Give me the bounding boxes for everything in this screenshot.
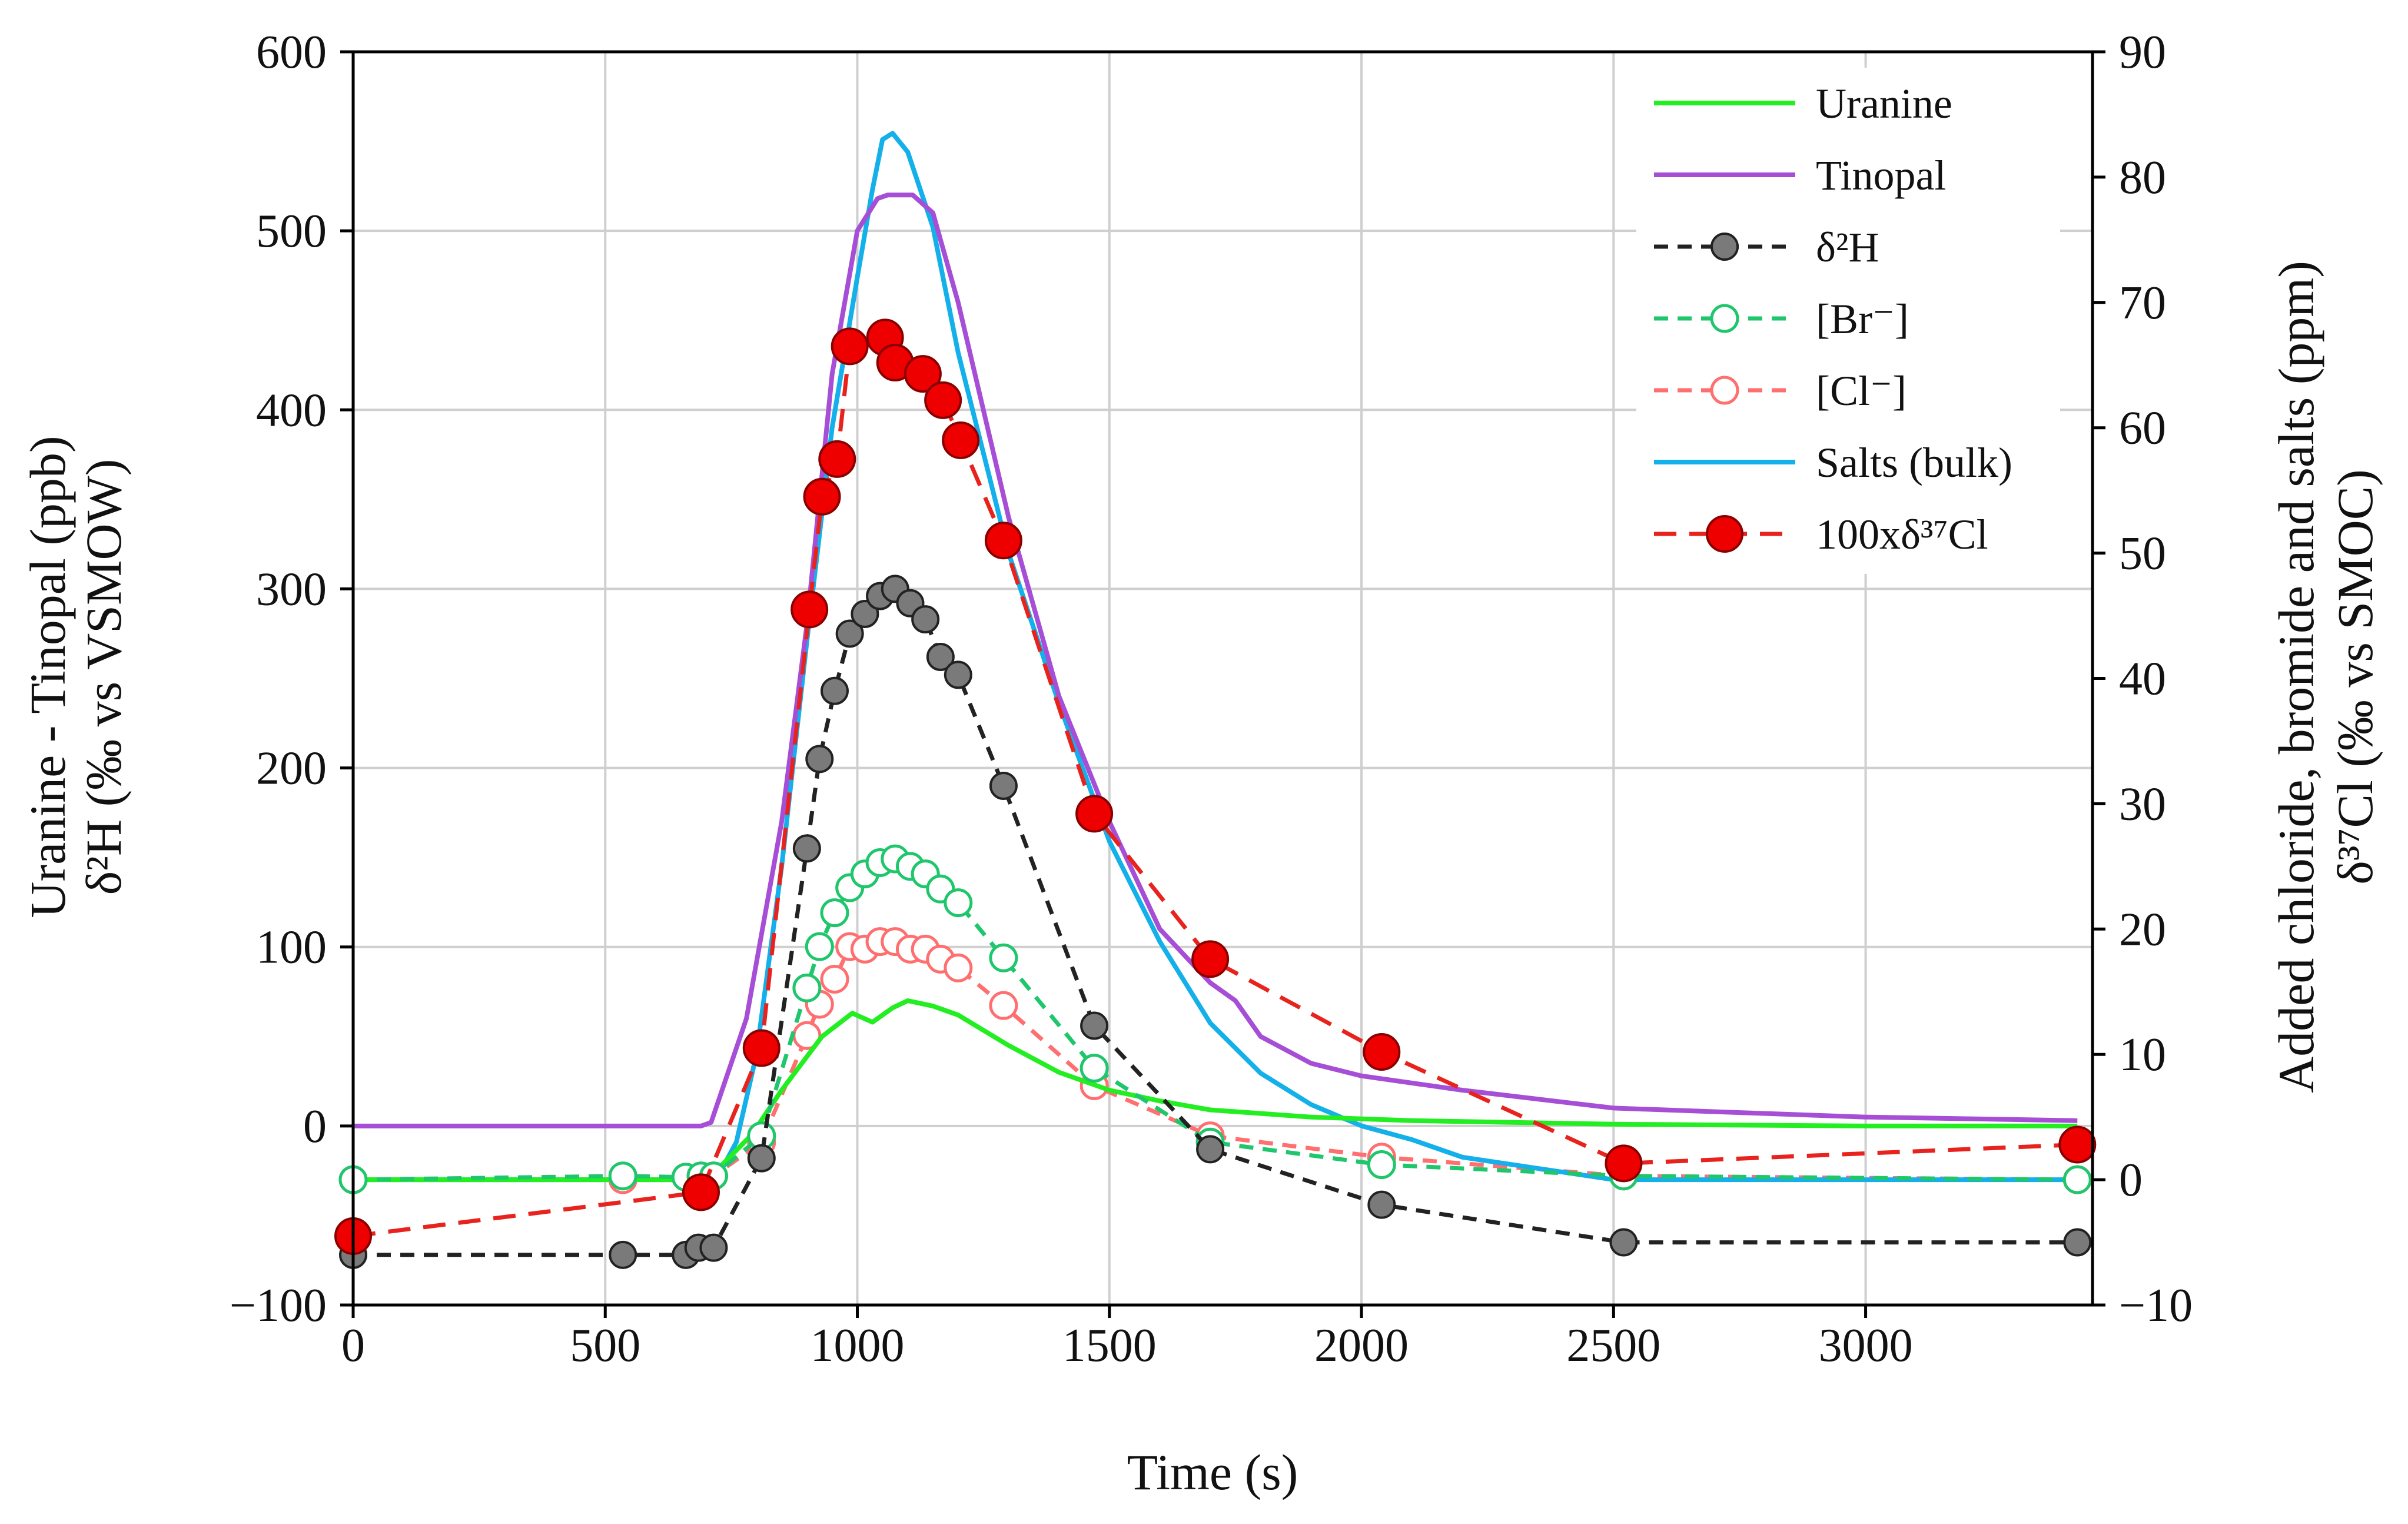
y-left-axis-title-2: δ²H (‰ vs VSMOW): [75, 459, 132, 895]
legend-marker-3: [1710, 304, 1739, 333]
y-left-tick-label: 300: [256, 563, 327, 615]
y-right-axis-title-2: δ³⁷Cl (‰ vs SMOC): [2327, 469, 2383, 885]
series-6-point: [742, 1029, 780, 1067]
series-layer: [334, 131, 2097, 1269]
series-6-point: [831, 327, 869, 366]
x-tick-label: 2500: [1566, 1320, 1660, 1372]
series-2-point: [989, 771, 1018, 800]
series-2-point: [699, 1233, 728, 1262]
series-6-point: [682, 1173, 720, 1211]
series-6-point: [1363, 1032, 1401, 1071]
y-right-tick-label: 30: [2119, 778, 2166, 830]
series-0-line: [353, 998, 2078, 1183]
series-2-point: [1609, 1228, 1638, 1257]
y-right-tick-label: 40: [2119, 653, 2166, 705]
y-right-tick-label: 60: [2119, 403, 2166, 454]
legend-marker-2: [1710, 233, 1739, 261]
y-left-tick-label: 600: [256, 26, 327, 78]
series-2-point: [792, 834, 821, 863]
y-left-tick-label: 200: [256, 743, 327, 795]
series-6-point: [791, 590, 829, 629]
series-2-point: [747, 1144, 776, 1173]
series-4-point: [944, 953, 973, 982]
x-axis-title: Time (s): [1127, 1444, 1298, 1500]
legend-marker-4: [1710, 376, 1739, 405]
series-6-point: [1605, 1144, 1643, 1183]
x-tick-label: 500: [570, 1320, 640, 1372]
legend-label-0: Uranine: [1816, 80, 1952, 127]
legend-label-4: [Cl⁻]: [1816, 367, 1907, 414]
series-6-point: [904, 355, 942, 393]
x-tick-label: 2000: [1314, 1320, 1409, 1372]
series-2-point: [2063, 1228, 2092, 1257]
y-left-axis-title-1: Uranine - Tinopal (ppb): [19, 436, 76, 918]
series-3-point: [1080, 1054, 1109, 1083]
legend: Uranine Tinopal δ²H [Br⁻] [Cl⁻] Salts (bulk) 1…: [1636, 68, 2060, 574]
x-tick-label: 1000: [811, 1320, 905, 1372]
series-2-point: [609, 1240, 637, 1269]
legend-label-5: Salts (bulk): [1816, 439, 2012, 486]
series-2-point: [944, 660, 972, 689]
y-right-tick-label: 70: [2119, 277, 2166, 329]
legend-label-6: 100xδ³⁷Cl: [1816, 511, 1988, 558]
legend-box: [1636, 68, 2060, 574]
series-3-point: [2062, 1165, 2092, 1194]
series-6-point: [1191, 940, 1230, 978]
y-right-axis-title-1: Added chloride, bromide and salts (ppm): [2268, 261, 2324, 1093]
x-axis-ticks: 0 500 1000 1500 2000 2500 3000: [341, 1305, 1913, 1372]
series-3-point: [944, 888, 973, 918]
series-5-line: [353, 131, 2078, 1183]
legend-marker-6: [1706, 515, 1743, 553]
series-2-point: [820, 676, 849, 705]
y-right-tick-label: −10: [2119, 1280, 2193, 1332]
series-6-point: [803, 477, 841, 516]
y-right-axis-ticks: −10 0 10 20 30 40 50 60 70 80 90: [2093, 26, 2193, 1332]
series-2-point: [1196, 1135, 1225, 1164]
series-6-point: [942, 421, 980, 459]
series-6-point: [818, 440, 856, 478]
series-6-point: [984, 522, 1022, 560]
x-tick-label: 1500: [1062, 1320, 1157, 1372]
series-2-point: [1080, 1011, 1109, 1040]
y-left-axis-ticks: −100 0 100 200 300 400 500 600: [230, 26, 353, 1332]
series-3-point: [989, 943, 1018, 972]
legend-label-1: Tinopal: [1816, 152, 1946, 199]
series-6-point: [924, 381, 962, 419]
y-right-tick-label: 50: [2119, 528, 2166, 580]
y-right-tick-label: 90: [2119, 26, 2166, 78]
legend-label-2: δ²H: [1816, 224, 1879, 271]
series-6-point: [2058, 1125, 2097, 1164]
series-3-point: [1367, 1150, 1396, 1180]
series-4-point: [989, 991, 1018, 1020]
x-tick-label: 3000: [1819, 1320, 1913, 1372]
y-right-tick-label: 10: [2119, 1029, 2166, 1081]
series-6-point: [1075, 795, 1114, 833]
series-2-point: [805, 745, 834, 773]
series-2-point: [911, 605, 940, 634]
y-right-tick-label: 80: [2119, 152, 2166, 204]
series-2-point: [835, 619, 864, 648]
series-4-point: [820, 964, 849, 994]
y-right-tick-label: 0: [2119, 1154, 2143, 1206]
y-left-tick-label: −100: [230, 1280, 327, 1332]
series-2-point: [926, 643, 955, 672]
legend-label-3: [Br⁻]: [1816, 295, 1909, 343]
y-left-tick-label: 400: [256, 384, 327, 436]
y-left-tick-label: 0: [303, 1101, 327, 1153]
series-3-point: [792, 973, 822, 1002]
series-2-point: [851, 600, 879, 629]
x-tick-label: 0: [341, 1320, 365, 1372]
series-3-point: [805, 932, 834, 961]
y-right-tick-label: 20: [2119, 904, 2166, 955]
y-left-tick-label: 100: [256, 922, 327, 974]
series-3-point: [820, 898, 849, 928]
series-2-point: [1367, 1190, 1396, 1219]
series-3-point: [608, 1161, 637, 1191]
series-1-line: [353, 192, 2078, 1128]
y-left-tick-label: 500: [256, 205, 327, 257]
